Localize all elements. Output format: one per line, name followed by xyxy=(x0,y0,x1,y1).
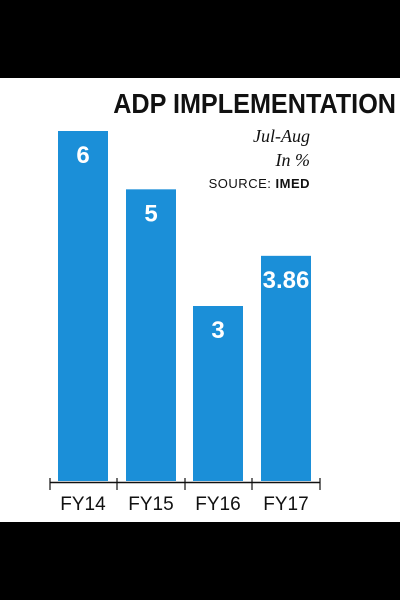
source-name: IMED xyxy=(275,176,310,191)
x-tick-label: FY17 xyxy=(263,494,308,515)
bar-value-label: 6 xyxy=(76,142,89,169)
x-tick-label: FY14 xyxy=(60,494,106,515)
bar-fy17 xyxy=(261,255,311,481)
source-label: SOURCE: xyxy=(208,176,272,191)
source-line: SOURCE: IMED xyxy=(0,176,310,191)
x-tick-label: FY15 xyxy=(128,494,173,515)
bar-value-label: 3.86 xyxy=(263,267,310,294)
chart-title: ADP IMPLEMENTATION xyxy=(113,88,397,119)
unit-label: In % xyxy=(275,150,311,170)
bar-fy15 xyxy=(126,189,176,482)
bar-value-label: 3 xyxy=(211,317,224,344)
bar-value-label: 5 xyxy=(144,200,157,227)
bar-fy14 xyxy=(58,131,108,481)
x-tick-label: FY16 xyxy=(195,494,240,515)
bar-fy16 xyxy=(193,306,243,481)
period-label: Jul-Aug xyxy=(253,126,310,146)
